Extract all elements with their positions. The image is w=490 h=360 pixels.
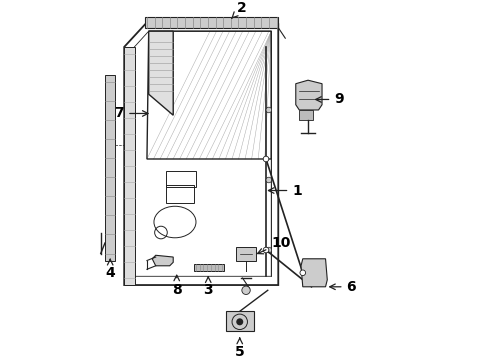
Polygon shape bbox=[148, 31, 173, 115]
Text: 4: 4 bbox=[105, 260, 115, 280]
Text: 6: 6 bbox=[330, 280, 356, 294]
Circle shape bbox=[242, 286, 250, 294]
Circle shape bbox=[266, 107, 271, 113]
Circle shape bbox=[263, 247, 269, 253]
Polygon shape bbox=[105, 75, 115, 261]
Text: 8: 8 bbox=[172, 275, 182, 297]
Polygon shape bbox=[301, 259, 327, 287]
Circle shape bbox=[266, 177, 271, 183]
Text: 2: 2 bbox=[232, 1, 246, 18]
Circle shape bbox=[266, 247, 271, 253]
Polygon shape bbox=[299, 110, 313, 121]
Text: 7: 7 bbox=[115, 107, 148, 121]
Polygon shape bbox=[152, 255, 173, 266]
Text: 5: 5 bbox=[235, 338, 245, 359]
Text: 1: 1 bbox=[269, 184, 302, 198]
Text: 9: 9 bbox=[316, 93, 344, 107]
Circle shape bbox=[236, 318, 243, 325]
Polygon shape bbox=[226, 311, 254, 330]
Text: 10: 10 bbox=[258, 236, 291, 254]
Polygon shape bbox=[236, 247, 255, 261]
Polygon shape bbox=[296, 80, 322, 110]
Polygon shape bbox=[124, 47, 135, 285]
Polygon shape bbox=[145, 17, 278, 28]
Circle shape bbox=[263, 156, 269, 162]
Text: 3: 3 bbox=[203, 277, 213, 297]
Polygon shape bbox=[194, 264, 224, 271]
Circle shape bbox=[300, 270, 306, 276]
